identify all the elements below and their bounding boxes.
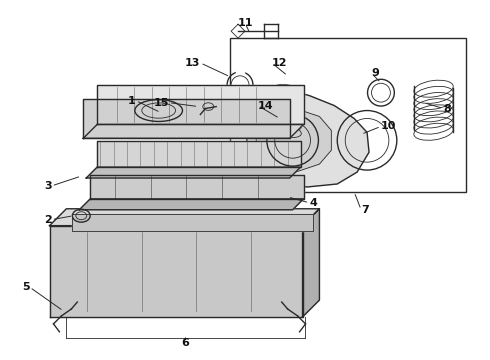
Bar [230,38,466,192]
Polygon shape [83,125,303,138]
Polygon shape [90,175,303,199]
Text: 12: 12 [272,58,287,68]
Polygon shape [97,85,303,125]
Text: 4: 4 [310,198,318,208]
Text: 9: 9 [371,68,379,78]
Text: 8: 8 [443,104,451,113]
Text: 1: 1 [128,96,136,105]
Polygon shape [83,99,290,138]
Text: 6: 6 [181,338,190,348]
Text: 15: 15 [153,98,169,108]
Polygon shape [86,167,300,178]
Text: 5: 5 [22,282,30,292]
Polygon shape [73,214,314,231]
Polygon shape [49,209,319,226]
Polygon shape [49,226,302,317]
Text: 3: 3 [44,181,51,191]
Polygon shape [97,141,300,167]
Polygon shape [302,209,319,317]
Text: 7: 7 [361,205,369,215]
Text: 10: 10 [381,121,396,131]
Polygon shape [79,199,303,210]
Polygon shape [256,109,331,172]
Polygon shape [246,89,369,187]
Text: 13: 13 [185,58,200,68]
Text: 14: 14 [258,100,273,111]
Text: 11: 11 [237,18,253,28]
Text: 2: 2 [44,215,51,225]
